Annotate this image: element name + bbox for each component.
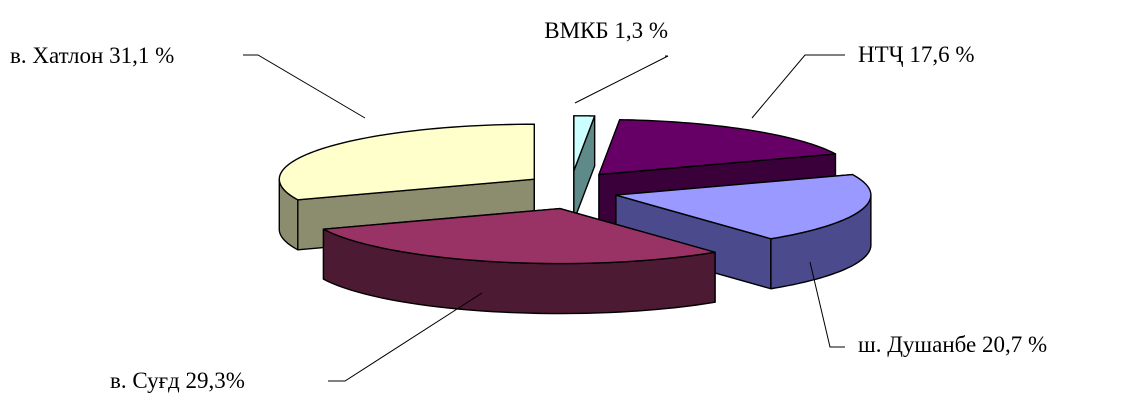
- slice-label: в. Суғд 29,3%: [110, 368, 245, 393]
- pie-slice-top: [598, 118, 837, 176]
- pie-slice-3: [322, 207, 716, 315]
- leader-line: [243, 54, 366, 119]
- pie-slice-top: [573, 115, 596, 172]
- pie-slices: [278, 115, 872, 315]
- slice-labels: ВМКБ 1,3 % НТҶ 17,6 % ш. Душанбе 20,7 % в. …: [10, 18, 1047, 393]
- leader-line: [809, 261, 845, 348]
- leader-line: [574, 55, 669, 104]
- pie-slice-2: [615, 173, 872, 290]
- leader-line: [751, 54, 845, 119]
- slice-label: ВМКБ 1,3 %: [544, 18, 668, 43]
- pie-slice-0: [573, 115, 596, 222]
- leader-line: [328, 292, 483, 382]
- leader-lines: [243, 54, 845, 382]
- pie-slice-top: [322, 207, 716, 265]
- slice-label: ш. Душанбе 20,7 %: [858, 332, 1047, 357]
- pie-slice-top: [615, 173, 872, 240]
- slice-label: НТҶ 17,6 %: [858, 42, 975, 67]
- slice-label: в. Хатлон 31,1 %: [10, 43, 174, 68]
- pie-slice-top: [278, 123, 535, 201]
